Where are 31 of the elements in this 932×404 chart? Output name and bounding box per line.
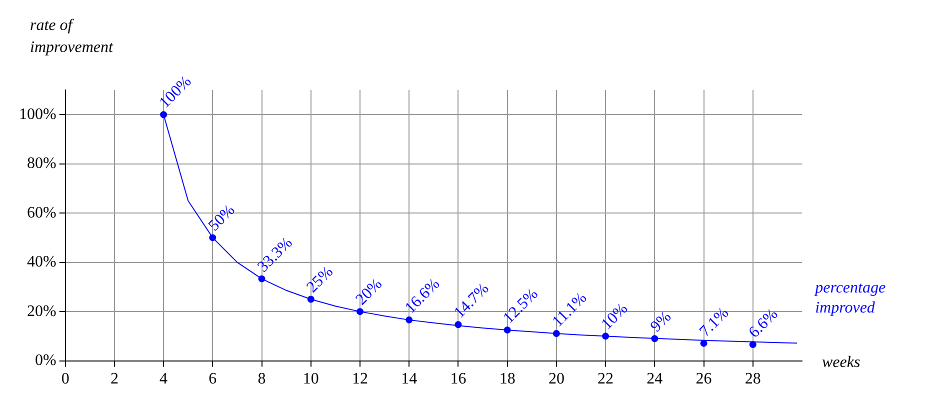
data-label: 50% [205, 202, 238, 235]
x-tick-label: 10 [302, 370, 319, 388]
x-tick-label: 20 [548, 370, 564, 388]
data-label: 20% [352, 276, 386, 308]
y-tick-label: 40% [27, 254, 56, 271]
y-axis-title: rate of improvement [30, 17, 114, 56]
text: percentage improved [814, 279, 886, 316]
x-tick-label: 2 [110, 370, 118, 388]
y-tick-label: 80% [27, 155, 56, 172]
y-tick-label: 100% [19, 106, 56, 123]
x-tick-label: 14 [401, 370, 418, 388]
point [160, 111, 168, 118]
x-tick-label: 0 [61, 370, 70, 388]
x-tick-label: 12 [352, 370, 368, 388]
y-tick-label: 60% [27, 204, 56, 222]
x-tick-label: 22 [598, 370, 614, 388]
data-label: 25% [304, 263, 336, 296]
x-tick-label: 26 [696, 370, 712, 388]
y-tick-label: 20% [27, 302, 56, 320]
x-tick-label: 18 [499, 370, 516, 388]
x-tick-label: 6 [208, 370, 217, 388]
x-tick-label: 8 [258, 370, 266, 388]
x-axis-title: weeks [822, 354, 860, 372]
x-tick-label: 24 [646, 370, 663, 388]
x-tick-label: 16 [450, 370, 466, 388]
data-label: 10% [598, 300, 632, 334]
x-tick-label: 28 [744, 370, 761, 388]
data-label: 9% [647, 308, 675, 336]
y-tick-label: 0% [35, 352, 56, 370]
data-label: 6.6% [746, 306, 782, 342]
x-tick-label: 4 [160, 370, 168, 388]
